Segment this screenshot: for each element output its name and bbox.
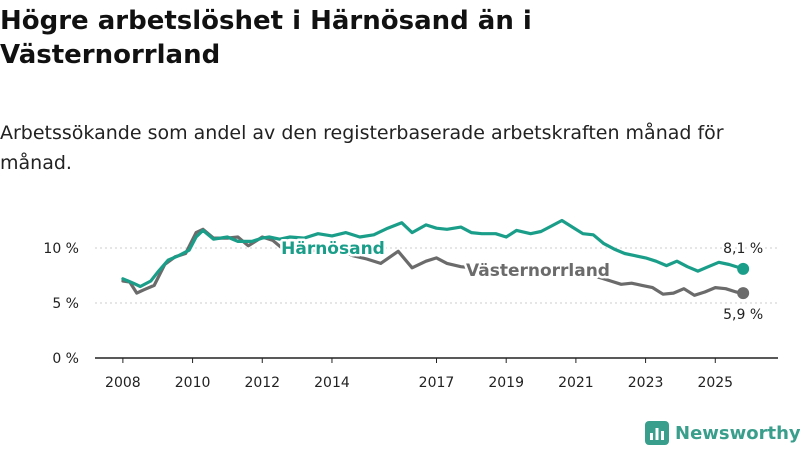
x-tick-label: 2014	[314, 375, 350, 391]
x-tick-label: 2021	[558, 375, 594, 391]
x-tick-label: 2010	[175, 375, 211, 391]
x-tick-label: 2008	[105, 375, 141, 391]
y-tick-label: 5 %	[52, 296, 79, 312]
chart-title: Högre arbetslöshet i Härnösand än i Väst…	[0, 6, 532, 70]
x-tick-label: 2025	[697, 375, 733, 391]
y-tick-label: 10 %	[43, 241, 79, 257]
x-tick-label: 2023	[628, 375, 664, 391]
end-point-marker	[737, 287, 750, 300]
series-label: Härnösand	[281, 239, 385, 259]
series-line-h-rn-sand	[121, 218, 745, 289]
end-value-label: 5,9 %	[723, 307, 763, 323]
x-tick-label: 2017	[419, 375, 455, 391]
brand-name: Newsworthy	[675, 422, 800, 444]
newsworthy-logo-icon	[645, 421, 669, 445]
end-point-marker	[737, 262, 750, 275]
series-label: Västernorrland	[466, 261, 610, 281]
end-value-label: 8,1 %	[723, 241, 763, 257]
brand: Newsworthy	[645, 420, 800, 446]
x-tick-label: 2012	[244, 375, 280, 391]
x-tick-label: 2019	[488, 375, 524, 391]
chart-subtitle: Arbetssökande som andel av den registerb…	[0, 122, 724, 174]
y-tick-label: 0 %	[52, 351, 79, 367]
